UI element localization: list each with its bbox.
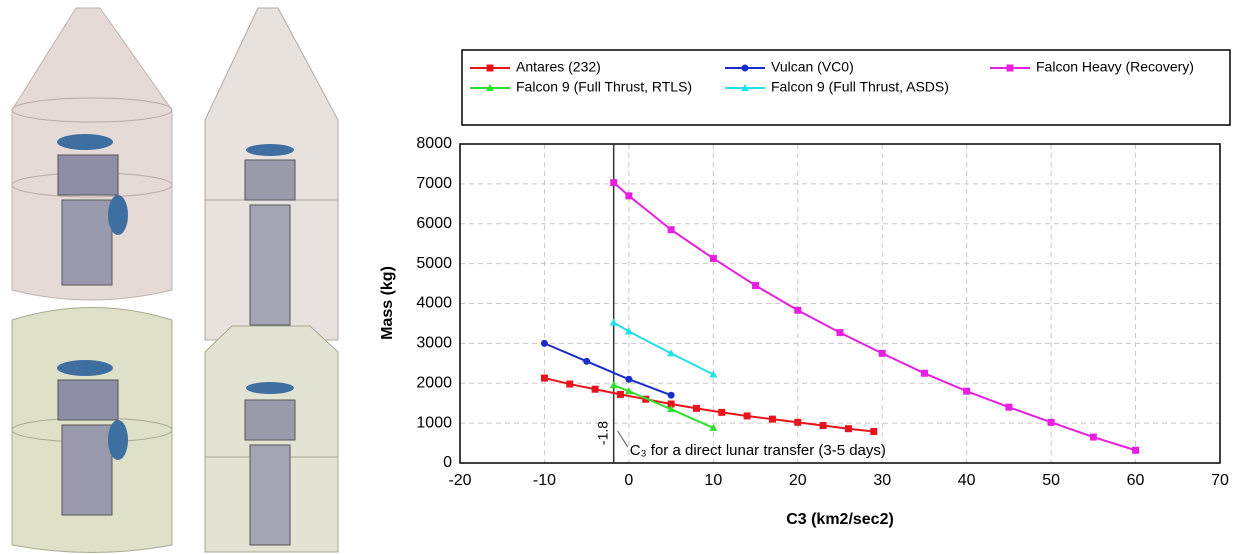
point <box>583 357 591 365</box>
point <box>844 425 852 433</box>
point <box>963 387 971 395</box>
legend-box <box>461 49 1231 126</box>
point <box>768 415 776 423</box>
fairing-illustrations <box>11 7 339 553</box>
annotation-leader <box>617 430 629 448</box>
y-tick-label: 3000 <box>416 335 452 352</box>
point <box>1089 433 1097 441</box>
legend-label: Falcon 9 (Full Thrust, ASDS) <box>771 79 949 95</box>
point <box>667 391 675 399</box>
plot-frame <box>459 143 1221 464</box>
point <box>718 408 726 416</box>
fairing-top-right <box>204 7 339 341</box>
x-tick-label: 30 <box>873 472 891 489</box>
fairing-bottom-left <box>11 307 173 553</box>
point <box>1006 64 1014 72</box>
legend-label: Falcon Heavy (Recovery) <box>1036 59 1194 75</box>
line <box>613 321 714 376</box>
point <box>486 64 494 72</box>
point <box>878 349 886 357</box>
y-tick-label: 8000 <box>416 135 452 152</box>
y-tick-label: 4000 <box>416 295 452 312</box>
x-axis-label: C3 (km2/sec2) <box>786 511 894 528</box>
x-tick-label: -20 <box>448 472 471 489</box>
y-axis-label: Mass (kg) <box>379 266 396 340</box>
point <box>794 306 802 314</box>
point <box>709 370 718 378</box>
line <box>544 342 672 397</box>
point <box>540 374 548 382</box>
point <box>609 318 618 326</box>
point <box>709 254 717 262</box>
point <box>743 412 751 420</box>
point <box>692 404 700 412</box>
y-tick-label: 5000 <box>416 255 452 272</box>
x-tick-label: 70 <box>1211 472 1229 489</box>
point <box>741 84 749 91</box>
point <box>1047 418 1055 426</box>
point <box>591 385 599 393</box>
legend-label: Antares (232) <box>516 59 601 75</box>
point <box>624 387 633 395</box>
y-tick-label: 2000 <box>416 374 452 391</box>
point <box>752 282 760 290</box>
series <box>540 374 878 435</box>
y-tick-label: 0 <box>443 454 452 471</box>
point <box>625 375 633 383</box>
x-tick-label: 50 <box>1042 472 1060 489</box>
point <box>819 422 827 430</box>
series <box>610 179 1140 454</box>
x-tick-label: 40 <box>958 472 976 489</box>
point <box>1005 403 1013 411</box>
point <box>667 349 676 357</box>
point <box>625 192 633 200</box>
point <box>794 418 802 426</box>
legend-label: Falcon 9 (Full Thrust, RTLS) <box>516 79 692 95</box>
y-tick-label: 6000 <box>416 215 452 232</box>
line <box>613 181 1136 452</box>
point <box>624 327 633 335</box>
point <box>741 64 749 72</box>
x-tick-label: 10 <box>704 472 722 489</box>
point <box>709 423 718 431</box>
x-tick-label: 20 <box>789 472 807 489</box>
point <box>667 226 675 234</box>
x-tick-label: -10 <box>533 472 556 489</box>
y-tick-label: 7000 <box>416 175 452 192</box>
x-tick-label: 60 <box>1127 472 1145 489</box>
reference-label: -1.8 <box>594 421 610 445</box>
fairing-top-left <box>11 7 173 301</box>
point <box>667 400 675 408</box>
point <box>920 369 928 377</box>
series <box>540 339 675 399</box>
series <box>609 318 718 378</box>
line <box>613 384 714 429</box>
point <box>540 339 548 347</box>
legend-label: Vulcan (VC0) <box>771 59 854 75</box>
point <box>486 84 494 91</box>
point <box>836 329 844 337</box>
annotation: C₃ for a direct lunar transfer (3-5 days… <box>630 442 886 459</box>
point <box>610 179 618 187</box>
point <box>616 390 624 398</box>
y-tick-label: 1000 <box>416 414 452 431</box>
point <box>1132 446 1140 454</box>
line <box>544 377 874 433</box>
point <box>566 380 574 388</box>
point <box>667 405 676 413</box>
point <box>870 427 878 435</box>
point <box>609 381 618 389</box>
x-tick-label: 0 <box>624 472 633 489</box>
series <box>609 381 718 431</box>
fairing-bottom-right <box>204 325 339 553</box>
